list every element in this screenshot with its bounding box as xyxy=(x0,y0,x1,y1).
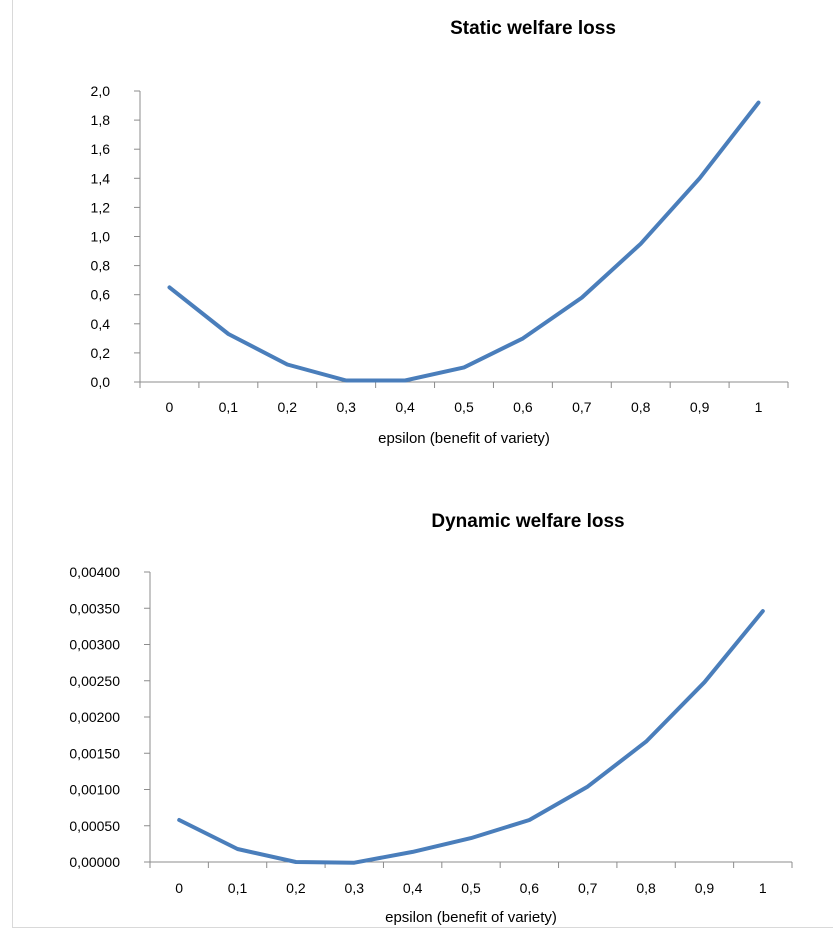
x-tick-label: 0,9 xyxy=(695,880,715,896)
x-tick-label: 0,5 xyxy=(454,399,474,415)
y-tick-label: 0,00050 xyxy=(69,818,120,834)
y-tick-label: 0,6 xyxy=(91,287,111,303)
x-axis-title: epsilon (benefit of variety) xyxy=(378,430,550,447)
y-tick-label: 0,00300 xyxy=(69,637,120,653)
y-tick-label: 1,8 xyxy=(91,112,111,128)
x-tick-label: 0 xyxy=(175,880,183,896)
y-tick-label: 0,00250 xyxy=(69,673,120,689)
y-tick-label: 1,6 xyxy=(91,141,111,157)
x-tick-label: 0,7 xyxy=(572,399,592,415)
x-tick-label: 0,8 xyxy=(631,399,651,415)
x-tick-label: 0,1 xyxy=(219,399,239,415)
x-tick-label: 0,7 xyxy=(578,880,598,896)
y-tick-label: 0,00200 xyxy=(69,709,120,725)
y-tick-label: 0,00400 xyxy=(69,564,120,580)
y-tick-label: 1,0 xyxy=(91,229,111,245)
series-line xyxy=(177,609,765,865)
y-tick-label: 1,2 xyxy=(91,199,111,215)
y-tick-label: 0,4 xyxy=(91,316,111,332)
x-tick-label: 0,4 xyxy=(403,880,423,896)
x-tick-label: 0,8 xyxy=(636,880,656,896)
series-line xyxy=(167,100,761,383)
x-tick-label: 0,3 xyxy=(345,880,365,896)
chart-title: Dynamic welfare loss xyxy=(431,511,624,532)
y-tick-label: 0,00000 xyxy=(69,854,120,870)
x-axis-title: epsilon (benefit of variety) xyxy=(385,909,557,926)
x-tick-label: 0,3 xyxy=(336,399,356,415)
x-tick-label: 0,4 xyxy=(395,399,415,415)
x-tick-label: 0 xyxy=(166,399,174,415)
y-tick-label: 1,4 xyxy=(91,170,111,186)
x-tick-label: 1 xyxy=(759,880,767,896)
y-tick-label: 0,0 xyxy=(91,374,111,390)
y-tick-label: 0,8 xyxy=(91,258,111,274)
x-tick-label: 0,2 xyxy=(278,399,298,415)
y-tick-label: 0,00350 xyxy=(69,600,120,616)
chart-title: Static welfare loss xyxy=(450,18,616,39)
x-tick-label: 0,1 xyxy=(228,880,248,896)
y-tick-label: 0,00100 xyxy=(69,782,120,798)
x-tick-label: 0,6 xyxy=(513,399,533,415)
y-tick-label: 2,0 xyxy=(91,83,111,99)
y-tick-label: 0,00150 xyxy=(69,745,120,761)
x-tick-label: 0,2 xyxy=(286,880,306,896)
x-tick-label: 0,6 xyxy=(520,880,540,896)
x-tick-label: 0,5 xyxy=(461,880,481,896)
x-tick-label: 0,9 xyxy=(690,399,710,415)
x-tick-label: 1 xyxy=(755,399,763,415)
y-tick-label: 0,2 xyxy=(91,345,111,361)
